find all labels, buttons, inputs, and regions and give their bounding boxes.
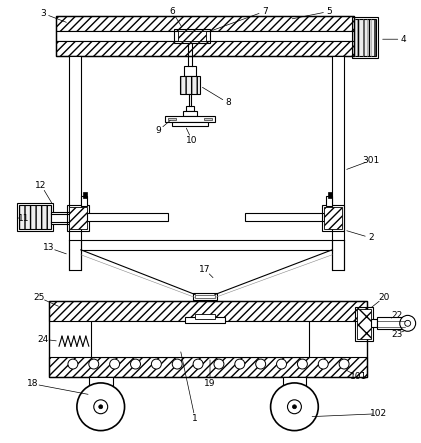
Bar: [355, 307, 373, 341]
Bar: [195, 315, 215, 319]
Circle shape: [235, 359, 245, 369]
Bar: [354, 19, 376, 56]
Circle shape: [77, 383, 125, 431]
Bar: [19, 205, 51, 229]
Bar: [165, 116, 215, 122]
Text: 11: 11: [18, 214, 29, 222]
Bar: [282, 377, 306, 395]
Bar: [81, 196, 87, 206]
Circle shape: [318, 359, 328, 369]
Circle shape: [193, 359, 203, 369]
Bar: [56, 16, 354, 31]
Bar: [180, 76, 200, 94]
Circle shape: [152, 359, 161, 369]
Bar: [195, 295, 215, 299]
Bar: [178, 31, 206, 41]
Circle shape: [277, 359, 287, 369]
Bar: [328, 192, 332, 198]
Text: 24: 24: [37, 335, 49, 344]
Text: 102: 102: [370, 409, 387, 418]
Circle shape: [109, 359, 120, 369]
Bar: [67, 205, 89, 231]
Text: 3: 3: [40, 9, 46, 18]
Circle shape: [297, 359, 307, 369]
Bar: [377, 317, 405, 329]
Circle shape: [172, 359, 182, 369]
Bar: [174, 29, 210, 43]
Circle shape: [339, 359, 349, 369]
Bar: [168, 118, 176, 120]
Bar: [183, 111, 197, 116]
Circle shape: [293, 405, 296, 409]
Bar: [332, 56, 344, 270]
Bar: [245, 213, 324, 221]
Bar: [371, 319, 377, 327]
Bar: [56, 41, 354, 56]
Circle shape: [256, 359, 266, 369]
Text: 17: 17: [199, 265, 211, 274]
Bar: [87, 213, 168, 221]
Text: 20: 20: [378, 293, 389, 302]
Text: 2: 2: [368, 233, 374, 242]
Bar: [17, 203, 53, 231]
Bar: [56, 31, 354, 41]
Bar: [83, 192, 87, 198]
Bar: [352, 17, 378, 58]
Text: 13: 13: [43, 243, 55, 253]
Bar: [186, 106, 194, 111]
Circle shape: [68, 359, 78, 369]
Circle shape: [405, 320, 410, 326]
Bar: [326, 196, 332, 206]
Bar: [89, 377, 113, 395]
Text: 10: 10: [187, 136, 198, 145]
Text: 9: 9: [155, 126, 161, 135]
Text: 6: 6: [169, 7, 175, 16]
Text: 7: 7: [262, 7, 267, 16]
Bar: [51, 212, 69, 224]
Text: 25: 25: [33, 293, 45, 302]
Text: 23: 23: [391, 330, 402, 339]
Text: 22: 22: [391, 311, 402, 320]
Circle shape: [400, 315, 416, 331]
Bar: [193, 292, 217, 300]
Text: 19: 19: [204, 379, 216, 389]
Text: 12: 12: [35, 181, 47, 190]
Circle shape: [94, 400, 108, 414]
Circle shape: [89, 359, 99, 369]
Bar: [56, 16, 354, 56]
Circle shape: [99, 405, 103, 409]
Text: 8: 8: [225, 98, 231, 107]
Bar: [69, 207, 87, 229]
Text: 101: 101: [350, 373, 368, 381]
Bar: [49, 357, 367, 377]
Text: 301: 301: [362, 156, 380, 165]
Circle shape: [131, 359, 141, 369]
Bar: [49, 302, 367, 321]
Text: 18: 18: [27, 379, 39, 389]
Bar: [322, 205, 344, 231]
Text: 5: 5: [326, 7, 332, 16]
Text: 1: 1: [192, 414, 198, 423]
Bar: [172, 122, 208, 126]
Circle shape: [271, 383, 318, 431]
Bar: [69, 56, 81, 270]
Bar: [91, 321, 309, 357]
Circle shape: [288, 400, 301, 414]
Text: 4: 4: [401, 35, 407, 44]
Bar: [204, 118, 212, 120]
Bar: [49, 302, 367, 377]
Circle shape: [214, 359, 224, 369]
Bar: [324, 207, 342, 229]
Bar: [184, 66, 196, 76]
Bar: [185, 317, 225, 323]
Bar: [357, 309, 371, 339]
